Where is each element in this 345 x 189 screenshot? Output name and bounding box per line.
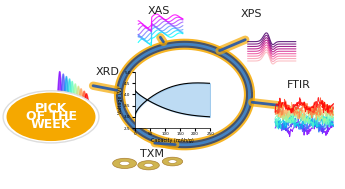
Text: FTIR: FTIR xyxy=(287,80,311,90)
Text: XAS: XAS xyxy=(148,6,170,16)
Circle shape xyxy=(7,93,96,141)
Circle shape xyxy=(3,91,99,143)
Text: TXM: TXM xyxy=(140,149,164,159)
Text: OF THE: OF THE xyxy=(26,110,77,123)
Ellipse shape xyxy=(112,158,137,169)
Ellipse shape xyxy=(138,161,159,170)
Text: XPS: XPS xyxy=(240,9,262,19)
Text: WEEK: WEEK xyxy=(31,118,71,131)
Ellipse shape xyxy=(144,163,153,167)
Ellipse shape xyxy=(168,160,177,163)
Ellipse shape xyxy=(162,157,183,166)
Text: PICK: PICK xyxy=(35,102,67,115)
Ellipse shape xyxy=(119,161,130,165)
Text: XRD: XRD xyxy=(96,67,119,77)
